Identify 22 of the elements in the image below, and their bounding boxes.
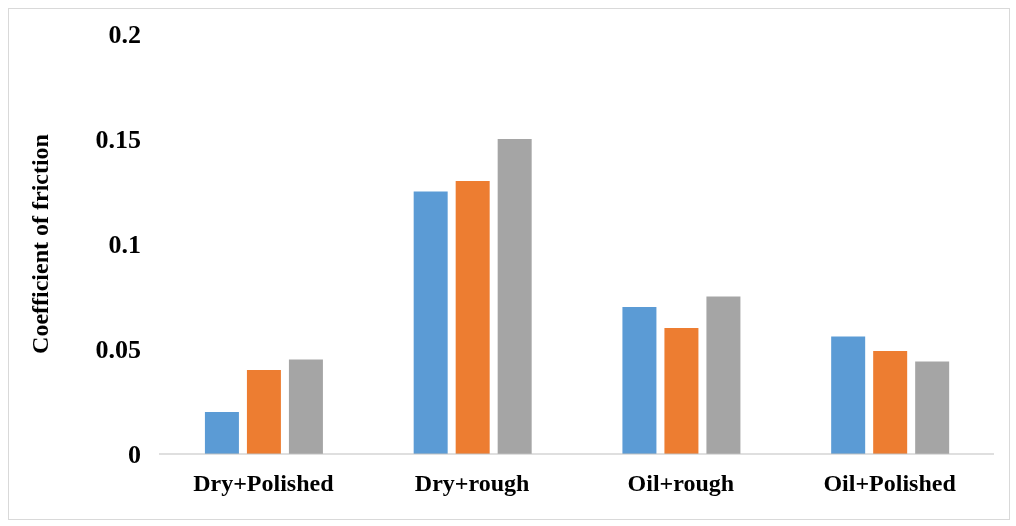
bar xyxy=(497,139,532,454)
bar xyxy=(873,351,908,454)
x-tick-label: Oil+rough xyxy=(627,470,735,497)
bar xyxy=(246,370,281,454)
bar xyxy=(204,412,239,454)
x-tick-label: Oil+Polished xyxy=(823,470,957,497)
y-tick-label: 0 xyxy=(128,440,141,470)
y-tick-label: 0.05 xyxy=(95,335,141,365)
bar xyxy=(288,359,323,454)
x-tick-label: Dry+rough xyxy=(414,470,530,497)
bar xyxy=(831,336,866,454)
x-tick-label: Dry+Polished xyxy=(193,470,335,497)
y-tick-label: 0.2 xyxy=(108,20,141,50)
y-tick-label: 0.15 xyxy=(95,125,141,155)
bar xyxy=(915,361,950,454)
bar xyxy=(706,296,741,454)
y-tick-label: 0.1 xyxy=(108,230,141,260)
y-axis-title: Coefficient of friction xyxy=(26,134,53,354)
bar xyxy=(455,181,490,454)
bar xyxy=(664,328,699,454)
bar xyxy=(413,191,448,454)
bar xyxy=(622,307,657,454)
